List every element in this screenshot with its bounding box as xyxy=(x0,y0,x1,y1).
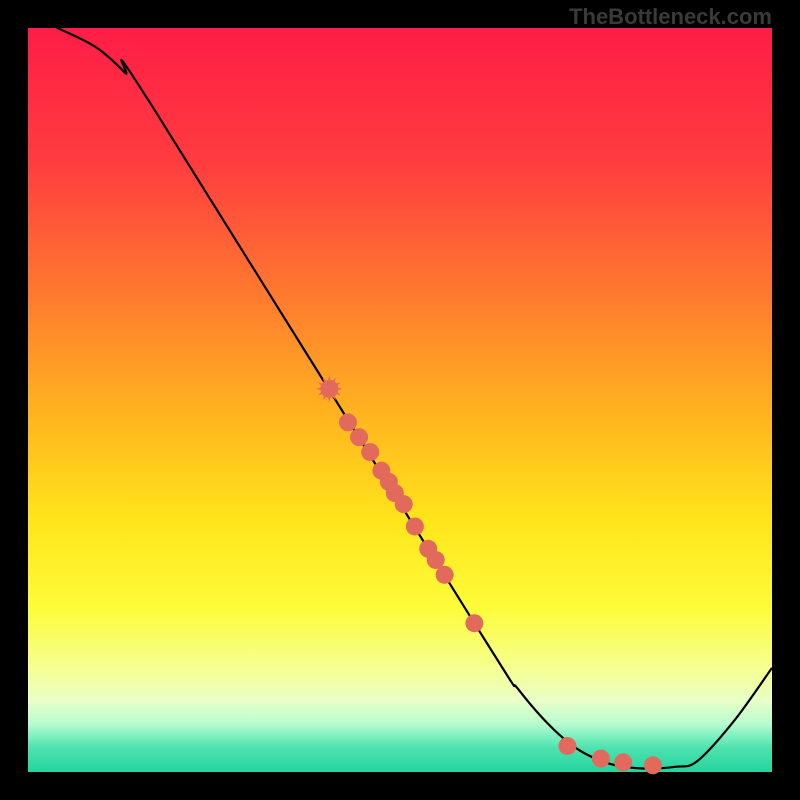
plot-background xyxy=(28,28,772,772)
data-point xyxy=(465,614,483,632)
data-point xyxy=(339,413,357,431)
data-point xyxy=(350,428,368,446)
watermark-text: TheBottleneck.com xyxy=(569,4,772,30)
chart-frame: TheBottleneck.com xyxy=(0,0,800,800)
data-point xyxy=(395,495,413,513)
data-point xyxy=(644,756,662,774)
data-point xyxy=(592,750,610,768)
data-point xyxy=(361,443,379,461)
data-point xyxy=(406,517,424,535)
data-point xyxy=(558,737,576,755)
data-point xyxy=(614,753,632,771)
bottleneck-chart xyxy=(0,0,800,800)
data-point xyxy=(436,566,454,584)
